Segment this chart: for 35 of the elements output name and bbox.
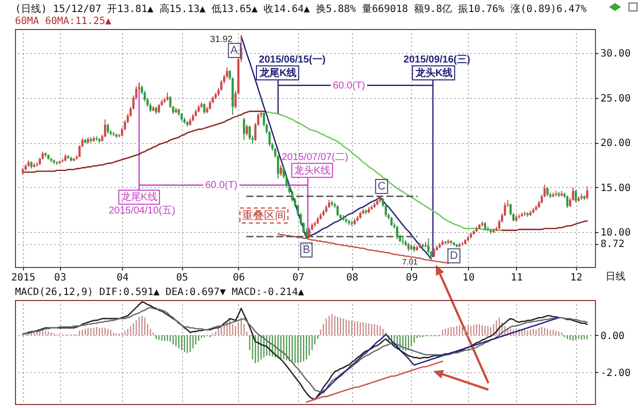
annotation: 2015/04/10(五) [108,206,176,217]
y-tick-label: 10.00 [600,228,631,239]
x-tick-label: 06 [232,272,245,284]
annotation: 60.0(T) [205,180,238,192]
annotation: C [378,180,386,192]
y-tick-label: -2.00 [600,368,631,379]
y-tick-label: 15.00 [600,182,631,194]
x-axis-title: 日线 [606,270,626,282]
annotation: D [450,250,458,262]
y-tick-label: 20.00 [600,138,631,150]
annotation: B [302,244,310,256]
x-tick-label: 10 [462,272,475,284]
y-tick-label: 8.72 [600,239,625,250]
y-tick-label: 25.00 [600,93,631,104]
x-tick-label: 09 [406,272,418,284]
x-tick-label: 05 [176,272,188,284]
annotation: 60.0(T) [332,80,366,92]
y-tick-label: 0.00 [600,330,625,342]
annotation: 2015/07/07(二) [282,152,348,163]
x-tick-label: 12 [570,272,582,284]
x-tick-label: 11 [510,272,523,284]
annotation: 31.92 [210,34,233,44]
annotation: 2015/09/16(三) [404,54,470,66]
chart-title: MACD(26,12,9) DIF:0.591▲ DEA:0.697▼ MACD:-0.214▲ [15,287,304,298]
x-tick-label: 2015 [11,272,36,284]
x-tick-label: 04 [116,272,129,284]
annotation: 2015/06/15(一) [258,54,326,66]
chart-title: (日线) 15/12/07 开13.81▲ 高15.13▲ 低13.65▲ 收14.64▲ 换5.88% 量669018 额9.8亿 振10.76% 涨(0.89)6.47% [15,3,587,15]
x-tick-label: 03 [54,272,66,284]
chart-subtitle: 60MA 60MA:11.25▲ [15,16,112,27]
x-tick-label: 07 [292,272,304,284]
y-tick-label: 30.00 [600,48,631,60]
annotation: 7.01 [402,258,418,267]
annotation: A [230,44,238,56]
x-tick-label: 08 [346,272,358,284]
